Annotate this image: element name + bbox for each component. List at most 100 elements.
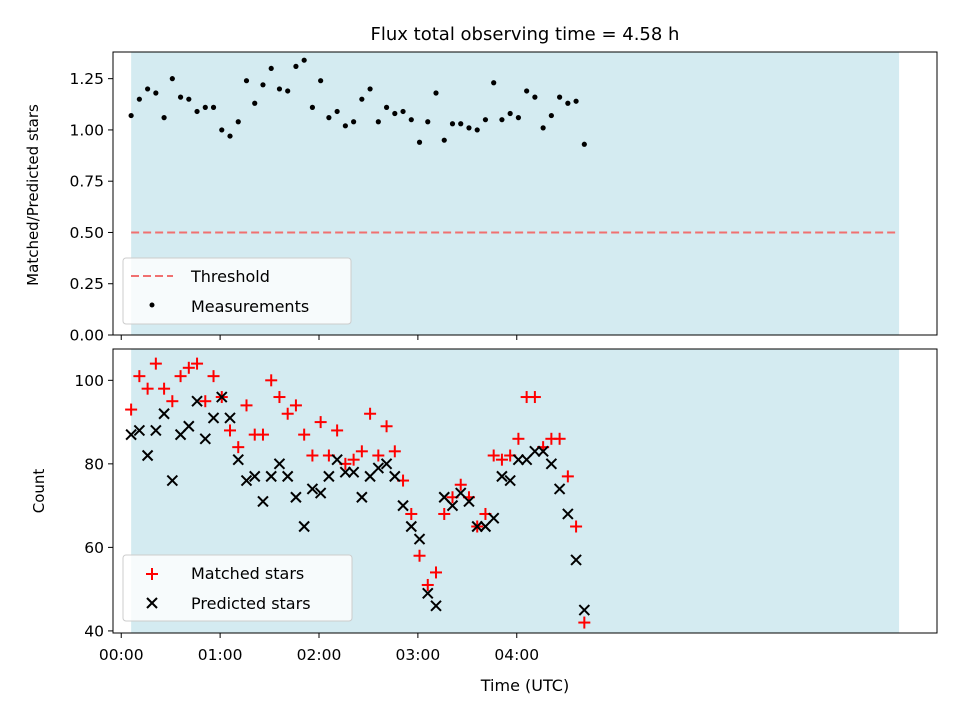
matched-star-point — [372, 449, 385, 462]
matched-star-point — [273, 391, 286, 404]
count-y-ticks: 40 60 80 100 — [74, 372, 113, 640]
predicted-star-point — [216, 391, 228, 403]
predicted-star-point — [553, 483, 566, 495]
y-tick-label: 0.50 — [69, 224, 104, 242]
legend-threshold-label: Threshold — [190, 267, 270, 286]
matched-star-point — [454, 478, 467, 491]
matched-star-point — [405, 507, 418, 520]
measurement-point — [285, 88, 291, 94]
predicted-star-point — [405, 520, 417, 533]
matched-star-point — [182, 361, 195, 374]
y-tick-label: 0.25 — [69, 275, 104, 293]
measurement-point — [309, 104, 316, 110]
measurement-point — [433, 90, 439, 96]
measurement-point — [243, 78, 250, 84]
measurement-point — [276, 86, 283, 92]
matched-star-point — [256, 428, 269, 441]
predicted-star-point — [158, 408, 170, 420]
measurement-point — [441, 137, 447, 143]
matched-star-point — [240, 399, 253, 412]
y-tick-label: 1.00 — [69, 121, 104, 139]
measurement-point — [128, 112, 134, 119]
predicted-star-point — [191, 395, 203, 407]
predicted-star-point — [372, 462, 385, 474]
x-tick-label: 00:00 — [99, 646, 144, 664]
legend-matched-label: Matched stars — [191, 564, 304, 583]
y-tick-label: 100 — [74, 372, 104, 390]
predicted-star-point — [125, 428, 137, 441]
matched-star-point — [265, 374, 278, 387]
x-tick-label: 02:00 — [297, 646, 342, 664]
predicted-star-point — [273, 458, 286, 470]
matched-star-point — [191, 357, 204, 370]
measurement-point — [334, 108, 340, 115]
matched-star-point — [364, 407, 377, 420]
measurement-point — [153, 90, 159, 96]
legend-predicted-swatch — [146, 597, 158, 609]
measurement-point — [227, 133, 233, 139]
measurement-point — [515, 115, 522, 121]
measurement-point — [482, 117, 489, 123]
ratio-panel: 0.00 0.25 0.50 0.75 1.00 1.25 Matched/Predict… — [24, 51, 938, 345]
measurement-point — [367, 86, 373, 92]
predicted-star-point — [249, 470, 261, 483]
measurement-point — [210, 104, 217, 110]
y-tick-label: 60 — [84, 539, 104, 557]
matched-star-point — [141, 382, 154, 395]
predicted-star-point — [183, 420, 195, 432]
measurement-point — [145, 86, 151, 92]
predicted-star-point — [314, 487, 327, 499]
predicted-star-point — [281, 470, 294, 483]
predicted-star-point — [133, 424, 146, 437]
matched-star-point — [487, 449, 500, 462]
legend-matched-swatch — [146, 568, 158, 580]
x-tick-label: 01:00 — [198, 646, 243, 664]
measurement-point — [177, 94, 184, 100]
predicted-star-point — [562, 508, 574, 520]
measurement-point — [326, 115, 332, 121]
measurement-point — [474, 127, 480, 133]
matched-star-point — [347, 453, 360, 466]
measurement-point — [425, 119, 431, 125]
matched-star-point — [438, 507, 451, 520]
predicted-star-point — [339, 466, 352, 478]
predicted-star-point — [463, 495, 475, 508]
legend-measurements-swatch — [149, 302, 155, 308]
measurement-point — [573, 98, 579, 104]
measurement-point — [416, 139, 423, 145]
matched-star-point — [281, 407, 294, 420]
x-tick-label: 03:00 — [396, 646, 441, 664]
matched-star-point — [512, 432, 525, 445]
measurement-point — [318, 78, 324, 84]
predicted-star-point — [380, 458, 393, 470]
measurement-point — [532, 94, 538, 100]
matched-star-point — [125, 403, 138, 416]
matched-star-point — [553, 432, 566, 445]
chart-title: Flux total observing time = 4.58 h — [371, 24, 680, 45]
count-x-ticks: 00:00 01:00 02:00 03:00 04:00 — [99, 633, 539, 664]
y-tick-label: 0.75 — [69, 173, 104, 191]
predicted-star-point — [240, 474, 253, 487]
matched-star-point — [224, 424, 237, 437]
count-legend: Matched stars Predicted stars — [122, 554, 353, 622]
predicted-star-point — [207, 412, 220, 424]
count-y-label: Count — [30, 469, 48, 514]
measurement-point — [235, 119, 241, 125]
ratio-marks — [128, 57, 900, 234]
matched-star-point — [166, 395, 179, 408]
measurement-point — [491, 80, 497, 86]
predicted-star-point — [306, 483, 319, 495]
count-panel: 40 60 80 100 00:00 01:00 02:00 03:00 04:00 Coun… — [30, 348, 938, 695]
matched-star-point — [133, 370, 146, 383]
matched-star-point — [380, 420, 393, 433]
matched-star-point — [561, 470, 574, 483]
measurement-point — [260, 82, 266, 88]
predicted-star-point — [545, 458, 558, 470]
predicted-star-point — [496, 470, 508, 483]
measurement-point — [202, 104, 208, 110]
y-tick-label: 1.25 — [69, 70, 104, 88]
predicted-star-point — [537, 445, 549, 458]
matched-star-point — [289, 399, 302, 412]
measurement-point — [449, 121, 456, 127]
predicted-star-point — [356, 491, 368, 503]
